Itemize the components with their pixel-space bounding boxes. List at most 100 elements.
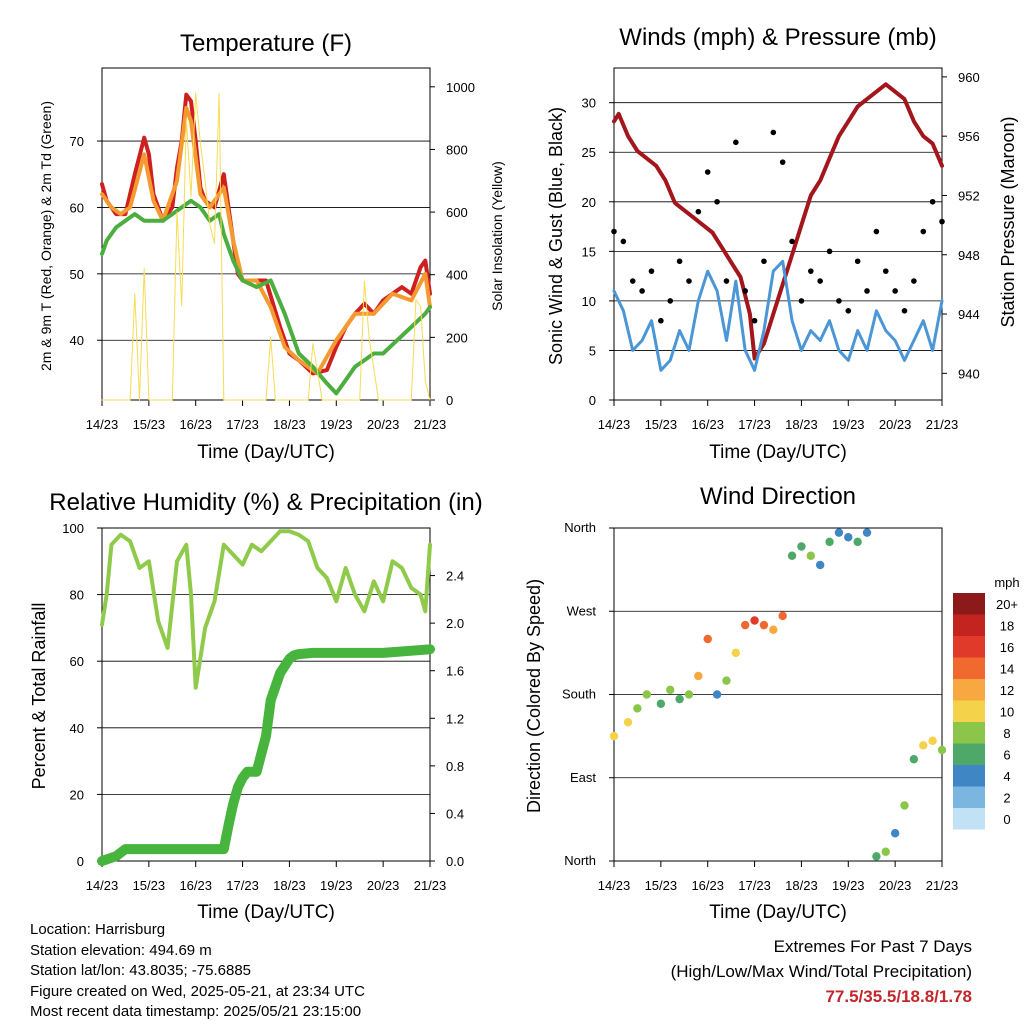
wind-series-2-point <box>686 278 692 284</box>
rh-xtick-label: 16/23 <box>179 878 212 893</box>
rh-ytick-label: 40 <box>70 721 84 736</box>
wind-y2tick-label: 944 <box>958 307 980 322</box>
temp-ytick-label: 60 <box>70 200 84 215</box>
wind-series-2-point <box>873 228 880 235</box>
wind-series-2-point <box>789 238 795 245</box>
legend-swatch <box>953 593 985 615</box>
temp-series-0-line <box>100 92 432 376</box>
temp-y2tick-label: 400 <box>446 268 468 283</box>
temp-series-2-line <box>100 198 432 396</box>
direction-point <box>703 634 712 644</box>
wind-series-2-point <box>723 278 730 284</box>
rh-ytick-label: 20 <box>70 787 84 802</box>
direction-point <box>769 625 778 634</box>
legend-swatch <box>953 614 985 636</box>
wind-series-2-point <box>658 317 664 324</box>
dir-xtick-label: 16/23 <box>691 878 724 893</box>
wind-series-2-point <box>798 298 805 304</box>
rh-y2tick-label: 0.4 <box>446 806 464 821</box>
winds-xlabel: Time (Day/UTC) <box>709 442 847 463</box>
temp-ytick-label: 50 <box>70 267 84 282</box>
rh-series-1-line <box>97 644 435 866</box>
wind-series-2-point <box>667 298 674 304</box>
direction-point <box>825 537 834 547</box>
direction-point <box>642 690 651 699</box>
wind-series-2-point <box>939 218 945 225</box>
direction-point <box>900 801 909 810</box>
wind-series-2-point <box>901 308 908 314</box>
wind-xtick-label: 18/23 <box>785 417 818 432</box>
direction-point <box>890 829 900 838</box>
wind-series-2-point <box>808 268 814 274</box>
temp-y2tick-label: 0 <box>446 393 453 408</box>
dir-xtick-label: 14/23 <box>598 878 631 893</box>
temperature-ylabel-right: Solar Insolation (Yellow) <box>489 161 505 311</box>
temp-ytick-label: 40 <box>70 333 84 348</box>
rh-ytick-label: 80 <box>70 588 84 603</box>
wind-ytick-label: 20 <box>582 195 596 210</box>
wind-series-2-point <box>629 278 636 284</box>
rh-xtick-label: 20/23 <box>367 878 400 893</box>
rh-xtick-label: 15/23 <box>133 878 166 893</box>
wind-series-2-point <box>836 298 842 304</box>
elevation-text: Station elevation: 494.69 m <box>30 941 212 959</box>
legend-label: 0 <box>1003 812 1010 827</box>
dir-plot: 14/23 15/23 16/23 17/23 18/23 19/23 20/23 21/23… <box>562 520 958 893</box>
wind-series-2-point <box>770 129 777 136</box>
wind-ytick-label: 5 <box>589 343 596 358</box>
direction-point <box>834 528 844 537</box>
temp-xtick-label: 19/23 <box>320 417 353 432</box>
direction-point <box>872 852 881 861</box>
temperature-ylabel-left: 2m & 9m T (Red, Orange) & 2m Td (Green) <box>38 101 54 371</box>
extremes-title: Extremes For Past 7 Days <box>773 937 972 956</box>
dir-xtick-label: 18/23 <box>785 878 818 893</box>
dir-ytick-label: North <box>564 853 596 868</box>
station-info: Location: Harrisburg Station elevation: … <box>30 920 365 1023</box>
direction-point <box>684 690 694 699</box>
temp-xtick-label: 15/23 <box>133 417 166 432</box>
direction-title: Wind Direction <box>700 483 856 510</box>
wind-xtick-label: 16/23 <box>691 417 724 432</box>
rh-ytick-label: 60 <box>70 654 84 669</box>
extremes-panel: Extremes For Past 7 Days (High/Low/Max W… <box>671 934 972 1009</box>
direction-point <box>853 537 862 547</box>
legend-label: 2 <box>1003 791 1010 806</box>
legend-label: 6 <box>1003 748 1010 763</box>
wind-series-2-point <box>714 198 720 205</box>
rh-frame <box>101 527 431 862</box>
wind-plot: 14/23 15/23 16/23 17/23 18/23 19/23 20/23 21/23… <box>582 67 980 432</box>
temp-y2tick-label: 1000 <box>446 80 475 95</box>
wind-series-2-point <box>751 317 758 324</box>
temp-series-3-line <box>101 92 431 401</box>
dir-xtick-label: 20/23 <box>879 878 912 893</box>
wind-xtick-label: 21/23 <box>926 417 959 432</box>
legend-swatch <box>953 636 985 658</box>
wind-series-2-point <box>761 258 767 265</box>
wind-ytick-label: 10 <box>582 294 596 309</box>
rh-y2tick-label: 2.0 <box>446 616 464 631</box>
direction-point <box>656 699 666 708</box>
legend-label: 8 <box>1003 726 1010 741</box>
dir-ytick-label: East <box>570 770 596 785</box>
rh-xtick-label: 21/23 <box>414 878 447 893</box>
rh-ytick-label: 0 <box>77 854 84 869</box>
direction-point <box>815 560 825 570</box>
rh-xtick-label: 18/23 <box>273 878 306 893</box>
rh-ytick-label: 100 <box>62 521 84 536</box>
direction-point <box>712 690 722 699</box>
dir-xtick-label: 15/23 <box>645 878 678 893</box>
wind-series-2-point <box>733 139 739 146</box>
wind-y2tick-label: 940 <box>958 366 980 381</box>
dir-ytick-label: South <box>562 687 596 702</box>
dir-ytick-label: North <box>564 520 596 535</box>
legend-label: 14 <box>1000 662 1014 677</box>
legend-title: mph <box>994 575 1019 590</box>
direction-point <box>731 648 741 658</box>
direction-point <box>844 533 853 542</box>
legend-label: 20+ <box>996 597 1018 612</box>
recent-timestamp-text: Most recent data timestamp: 2025/05/21 2… <box>30 1003 362 1020</box>
wind-ytick-label: 15 <box>582 244 596 259</box>
temp-xtick-label: 21/23 <box>414 417 447 432</box>
wind-xtick-label: 20/23 <box>879 417 912 432</box>
rh-y2tick-label: 0.0 <box>446 854 464 869</box>
